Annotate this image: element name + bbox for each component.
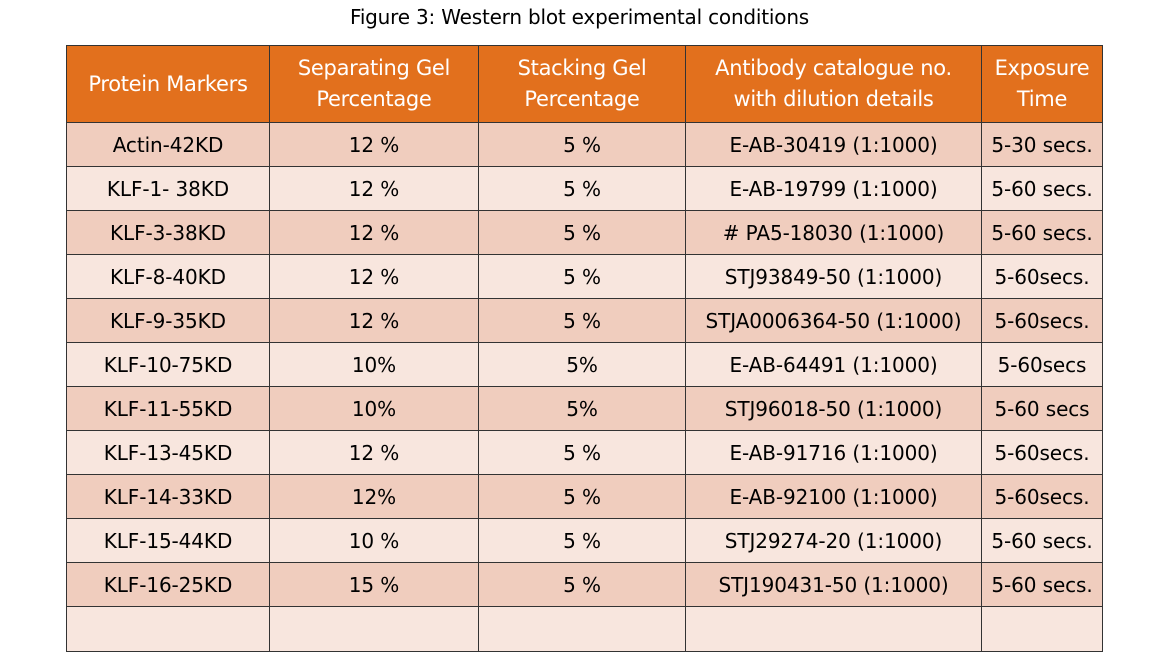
cell-separating-gel: 12 %	[269, 430, 479, 475]
cell-exposure-time: 5-60 secs.	[981, 518, 1103, 563]
cell-exposure-time	[981, 606, 1103, 652]
cell-antibody: E-AB-19799 (1:1000)	[685, 166, 982, 211]
cell-antibody: STJ93849-50 (1:1000)	[685, 254, 982, 299]
cell-separating-gel: 12 %	[269, 298, 479, 343]
cell-stacking-gel: 5 %	[478, 166, 686, 211]
header-separating-gel: Separating Gel Percentage	[269, 45, 479, 123]
cell-stacking-gel: 5%	[478, 386, 686, 431]
cell-exposure-time: 5-60secs.	[981, 254, 1103, 299]
cell-separating-gel: 10%	[269, 342, 479, 387]
cell-antibody: E-AB-30419 (1:1000)	[685, 122, 982, 167]
cell-protein-marker: KLF-11-55KD	[66, 386, 270, 431]
cell-separating-gel: 12 %	[269, 166, 479, 211]
cell-separating-gel: 12 %	[269, 122, 479, 167]
cell-protein-marker: KLF-8-40KD	[66, 254, 270, 299]
cell-antibody: STJA0006364-50 (1:1000)	[685, 298, 982, 343]
cell-stacking-gel: 5 %	[478, 430, 686, 475]
cell-antibody	[685, 606, 982, 652]
cell-protein-marker: KLF-1- 38KD	[66, 166, 270, 211]
cell-exposure-time: 5-60 secs	[981, 386, 1103, 431]
table-row: KLF-3-38KD 12 % 5 % # PA5-18030 (1:1000) 5-6…	[66, 210, 1103, 255]
cell-exposure-time: 5-60 secs.	[981, 562, 1103, 607]
cell-stacking-gel: 5 %	[478, 298, 686, 343]
cell-stacking-gel: 5 %	[478, 210, 686, 255]
cell-exposure-time: 5-60 secs.	[981, 210, 1103, 255]
table-row: KLF-14-33KD 12% 5 % E-AB-92100 (1:1000) 5-60…	[66, 474, 1103, 519]
table-row: KLF-13-45KD 12 % 5 % E-AB-91716 (1:1000) 5-6…	[66, 430, 1103, 475]
cell-protein-marker: KLF-10-75KD	[66, 342, 270, 387]
header-antibody-catalogue: Antibody catalogue no. with dilution det…	[685, 45, 982, 123]
table-header-row: Protein Markers Separating Gel Percentag…	[66, 45, 1103, 123]
table-row: KLF-11-55KD 10% 5% STJ96018-50 (1:1000) 5-60…	[66, 386, 1103, 431]
western-blot-table: Protein Markers Separating Gel Percentag…	[66, 45, 1103, 652]
header-protein-markers: Protein Markers	[66, 45, 270, 123]
table-row	[66, 606, 1103, 652]
cell-exposure-time: 5-60 secs.	[981, 166, 1103, 211]
cell-exposure-time: 5-60secs.	[981, 474, 1103, 519]
cell-protein-marker: KLF-16-25KD	[66, 562, 270, 607]
cell-separating-gel: 12 %	[269, 254, 479, 299]
cell-antibody: STJ29274-20 (1:1000)	[685, 518, 982, 563]
cell-stacking-gel: 5 %	[478, 474, 686, 519]
table-row: KLF-1- 38KD 12 % 5 % E-AB-19799 (1:1000) 5-6…	[66, 166, 1103, 211]
cell-antibody: E-AB-64491 (1:1000)	[685, 342, 982, 387]
cell-separating-gel	[269, 606, 479, 652]
figure-caption: Figure 3: Western blot experimental cond…	[349, 5, 810, 29]
cell-stacking-gel	[478, 606, 686, 652]
cell-stacking-gel: 5 %	[478, 122, 686, 167]
cell-stacking-gel: 5%	[478, 342, 686, 387]
table-row: KLF-8-40KD 12 % 5 % STJ93849-50 (1:1000) 5-6…	[66, 254, 1103, 299]
cell-protein-marker: KLF-13-45KD	[66, 430, 270, 475]
table-row: KLF-15-44KD 10 % 5 % STJ29274-20 (1:1000) 5-…	[66, 518, 1103, 563]
cell-antibody: E-AB-92100 (1:1000)	[685, 474, 982, 519]
cell-antibody: STJ96018-50 (1:1000)	[685, 386, 982, 431]
cell-exposure-time: 5-60secs.	[981, 298, 1103, 343]
cell-protein-marker: KLF-14-33KD	[66, 474, 270, 519]
cell-separating-gel: 10 %	[269, 518, 479, 563]
header-stacking-gel: Stacking Gel Percentage	[478, 45, 686, 123]
cell-separating-gel: 12%	[269, 474, 479, 519]
cell-stacking-gel: 5 %	[478, 254, 686, 299]
cell-separating-gel: 10%	[269, 386, 479, 431]
cell-separating-gel: 15 %	[269, 562, 479, 607]
table-row: KLF-9-35KD 12 % 5 % STJA0006364-50 (1:1000)…	[66, 298, 1103, 343]
cell-separating-gel: 12 %	[269, 210, 479, 255]
table-row: KLF-10-75KD 10% 5% E-AB-64491 (1:1000) 5-60s…	[66, 342, 1103, 387]
cell-exposure-time: 5-60secs	[981, 342, 1103, 387]
cell-protein-marker: KLF-3-38KD	[66, 210, 270, 255]
cell-stacking-gel: 5 %	[478, 518, 686, 563]
table-row: KLF-16-25KD 15 % 5 % STJ190431-50 (1:1000) 5…	[66, 562, 1103, 607]
cell-protein-marker: Actin-42KD	[66, 122, 270, 167]
cell-protein-marker	[66, 606, 270, 652]
cell-stacking-gel: 5 %	[478, 562, 686, 607]
cell-antibody: # PA5-18030 (1:1000)	[685, 210, 982, 255]
cell-exposure-time: 5-60secs.	[981, 430, 1103, 475]
cell-exposure-time: 5-30 secs.	[981, 122, 1103, 167]
cell-antibody: STJ190431-50 (1:1000)	[685, 562, 982, 607]
header-exposure-time: Exposure Time	[981, 45, 1103, 123]
cell-protein-marker: KLF-15-44KD	[66, 518, 270, 563]
table-row: Actin-42KD 12 % 5 % E-AB-30419 (1:1000) 5-30…	[66, 122, 1103, 167]
cell-protein-marker: KLF-9-35KD	[66, 298, 270, 343]
cell-antibody: E-AB-91716 (1:1000)	[685, 430, 982, 475]
